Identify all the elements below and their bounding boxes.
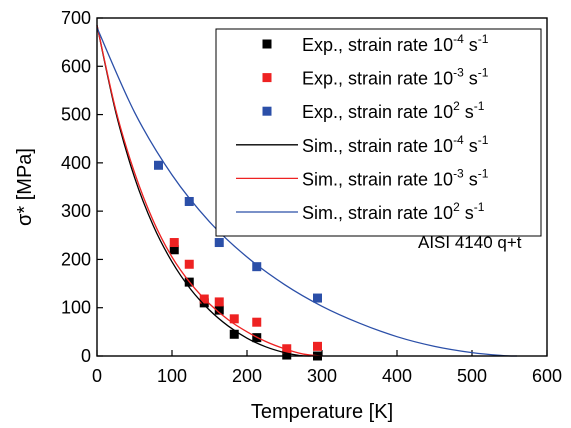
plot-area	[96, 25, 518, 361]
legend-label-part: s	[464, 169, 478, 189]
legend-label-part: -1	[474, 99, 485, 113]
legend-label-part: -1	[474, 200, 485, 214]
legend-label-part: 2	[453, 99, 460, 113]
legend-label-part: -1	[478, 32, 489, 46]
legend-label: Exp., strain rate 10-4 s-1	[302, 32, 489, 55]
axis-ticks: 0 100 200 300 400 500 600 0 100 200 300 400 500 600 70…	[61, 8, 562, 386]
legend-label-part: -3	[453, 66, 464, 80]
data-point-series-1	[169, 245, 179, 255]
x-tick-label: 400	[382, 366, 412, 386]
legend-label-part: Exp., strain rate 10	[302, 102, 453, 122]
y-tick-label: 0	[81, 346, 91, 366]
x-tick-label: 200	[232, 366, 262, 386]
legend-label-part: s	[464, 35, 478, 55]
series-line-6	[96, 27, 518, 357]
data-point-series-2	[282, 344, 292, 354]
legend-label-part: Exp., strain rate 10	[302, 35, 453, 55]
legend-marker-swatch	[262, 106, 272, 116]
legend-label-part: s	[464, 136, 478, 156]
data-point-series-2	[313, 341, 322, 351]
legend-label-part: -3	[453, 166, 464, 180]
data-point-series-3	[214, 238, 224, 248]
data-point-series-2	[184, 259, 194, 269]
data-point-series-2	[169, 238, 179, 248]
y-axis-label: σ* [MPa]	[14, 148, 36, 226]
data-point-series-3	[154, 160, 163, 170]
x-tick-label: 0	[92, 366, 102, 386]
series-line-5	[96, 25, 323, 357]
y-tick-label: 400	[61, 153, 91, 173]
legend-label-part: s	[460, 203, 474, 223]
y-tick-label: 600	[61, 56, 91, 76]
legend-label-part: -4	[453, 32, 464, 46]
data-point-series-2	[214, 297, 224, 307]
y-tick-label: 700	[61, 8, 91, 28]
legend-marker-swatch	[262, 73, 272, 83]
x-axis-label: Temperature [K]	[251, 401, 393, 423]
y-tick-label: 500	[61, 105, 91, 125]
legend-label-part: -1	[478, 166, 489, 180]
legend-label-part: -1	[478, 66, 489, 80]
legend-marker-swatch	[262, 39, 272, 49]
legend-label-part: s	[464, 69, 478, 89]
chart-annotation: AISI 4140 q+t	[418, 233, 522, 252]
legend-label-part: Exp., strain rate 10	[302, 69, 453, 89]
legend-label-part: s	[460, 102, 474, 122]
legend-label-part: Sim., strain rate 10	[302, 203, 453, 223]
y-tick-label: 200	[61, 249, 91, 269]
y-tick-label: 100	[61, 298, 91, 318]
data-point-series-1	[229, 329, 239, 339]
data-point-series-1	[282, 350, 292, 360]
x-tick-label: 600	[532, 366, 562, 386]
legend-label-part: -4	[453, 133, 464, 147]
plot-frame	[96, 17, 548, 357]
legend-label-part: 2	[453, 200, 460, 214]
legend-label-part: -1	[478, 133, 489, 147]
legend-label-part: Sim., strain rate 10	[302, 169, 453, 189]
legend-label: Sim., strain rate 10-3 s-1	[302, 166, 489, 189]
legend-box	[215, 28, 542, 237]
data-point-series-3	[252, 262, 262, 272]
data-point-series-3	[313, 293, 322, 303]
data-point-series-2	[229, 314, 239, 324]
data-point-series-2	[252, 317, 262, 327]
series-line-4	[96, 25, 311, 357]
legend-label: Exp., strain rate 10-3 s-1	[302, 66, 489, 89]
x-tick-label: 500	[457, 366, 487, 386]
legend-label: Sim., strain rate 10-4 s-1	[302, 133, 489, 156]
legend-label: Exp., strain rate 102 s-1	[302, 99, 485, 122]
data-point-series-3	[184, 196, 194, 206]
legend-label-part: Sim., strain rate 10	[302, 136, 453, 156]
y-tick-label: 300	[61, 201, 91, 221]
data-point-series-1	[214, 305, 224, 315]
legend-label: Sim., strain rate 102 s-1	[302, 200, 485, 223]
x-tick-label: 300	[307, 366, 337, 386]
x-tick-label: 100	[157, 366, 187, 386]
